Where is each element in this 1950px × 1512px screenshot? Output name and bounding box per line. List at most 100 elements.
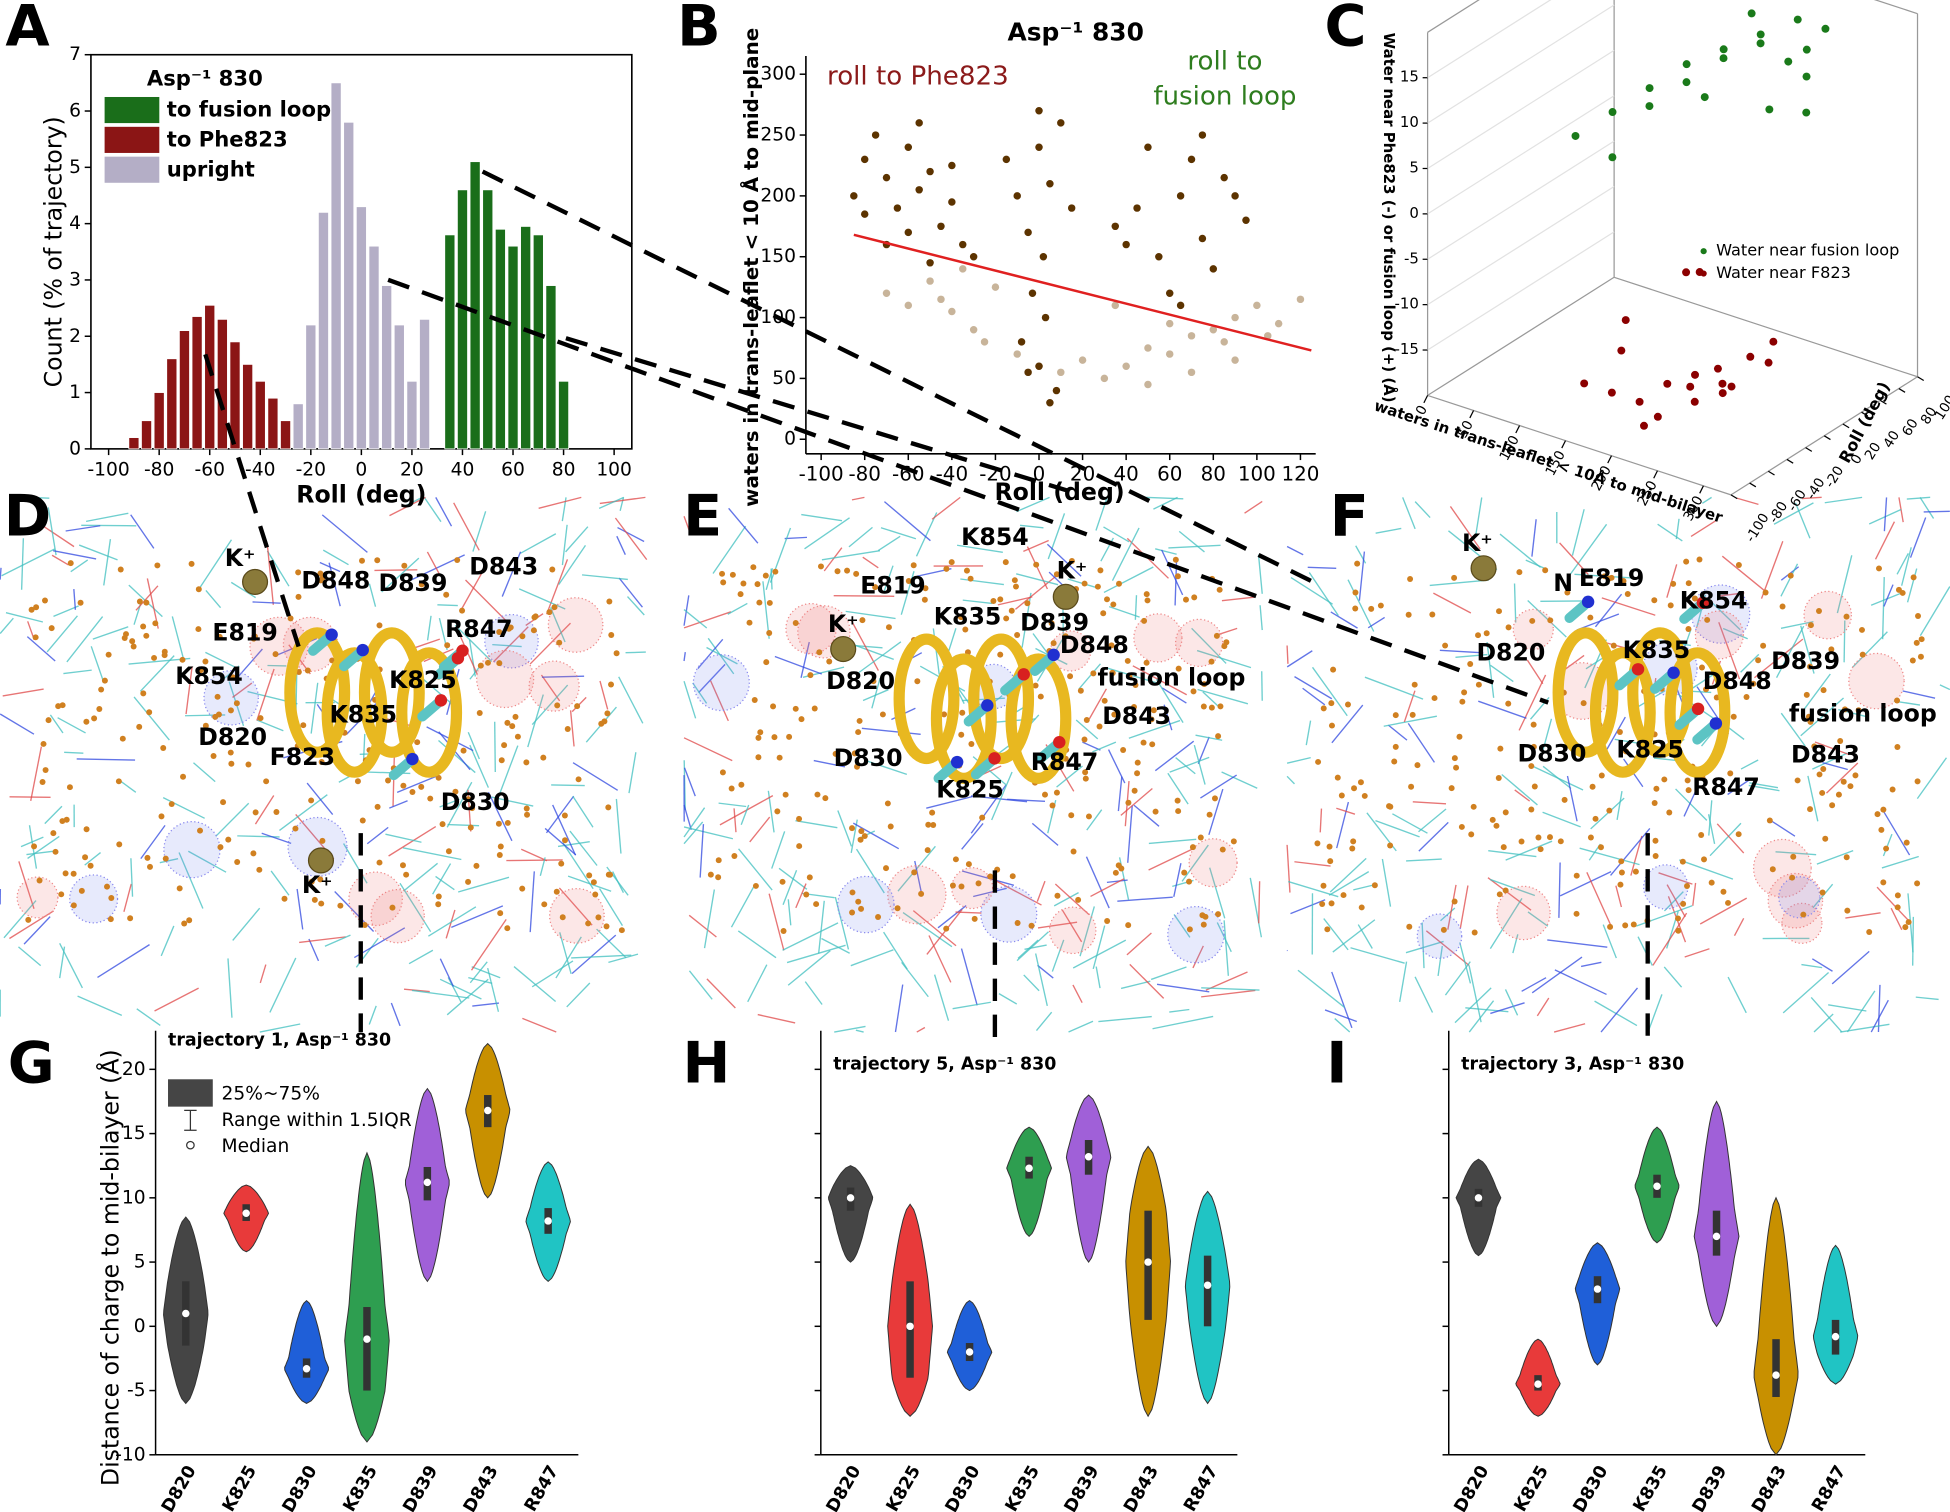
water: [1344, 701, 1351, 708]
water: [925, 821, 932, 828]
water: [1132, 682, 1139, 689]
lipid-stick: [598, 496, 625, 509]
lipid-stick: [1334, 1018, 1351, 1033]
lipid-stick: [1675, 788, 1708, 821]
legend-swatch: [104, 96, 160, 124]
water: [1530, 721, 1537, 728]
median: [846, 1194, 855, 1202]
lipid-stick: [1882, 809, 1911, 856]
water: [160, 745, 167, 751]
iqr-box: [363, 1307, 371, 1391]
x-tick-label: -100: [799, 462, 844, 485]
lipid-stick: [1223, 920, 1230, 976]
lipid-stick: [728, 507, 759, 544]
lipid-stick: [130, 858, 134, 897]
median: [1653, 1182, 1661, 1190]
lipid-stick: [27, 835, 60, 859]
water: [997, 596, 1004, 603]
water: [400, 782, 407, 789]
lipid-stick: [1579, 847, 1640, 866]
annotation: fusion loop: [1153, 81, 1296, 111]
lipid-stick: [1559, 542, 1589, 576]
water: [740, 580, 747, 587]
lipid-stick: [1161, 687, 1187, 704]
water: [1199, 912, 1206, 919]
water: [1392, 743, 1399, 750]
atom: [434, 694, 448, 707]
water: [501, 742, 508, 749]
median: [242, 1209, 250, 1217]
water: [757, 729, 764, 736]
water: [523, 805, 530, 812]
water: [608, 632, 615, 638]
x-tick: [1561, 440, 1567, 449]
bar: [128, 437, 140, 450]
lipid-stick: [833, 595, 895, 597]
x-axis-label: Roll (deg): [994, 478, 1124, 506]
median: [182, 1309, 190, 1318]
lipid-stick: [1553, 1023, 1586, 1033]
lipid-stick: [952, 1001, 991, 1010]
lipid-stick: [465, 579, 509, 623]
water: [811, 705, 818, 712]
water: [401, 562, 408, 569]
water: [849, 825, 856, 832]
water: [746, 619, 753, 626]
panel-label: F: [1330, 483, 1369, 549]
y-tick-label: 5: [69, 157, 81, 178]
water: [445, 848, 452, 855]
water: [1468, 831, 1475, 838]
lipid-stick: [84, 851, 101, 866]
lipid-stick: [310, 682, 319, 734]
water: [1442, 642, 1449, 649]
bar: [242, 364, 254, 450]
lipid-stick: [52, 550, 97, 560]
headgroup-surface: [1848, 652, 1905, 710]
lipid-stick: [877, 535, 901, 552]
lipid-stick: [468, 976, 493, 984]
lipid-stick: [1383, 715, 1438, 727]
water: [1217, 703, 1224, 710]
lipid-stick: [215, 802, 250, 837]
lipid-stick: [1068, 1020, 1094, 1033]
y-tick-label: 20: [1862, 440, 1885, 463]
water: [1537, 846, 1544, 853]
headgroup-surface: [1416, 913, 1463, 960]
water: [1131, 703, 1138, 710]
water: [195, 586, 202, 593]
lipid-stick: [1816, 850, 1854, 865]
lipid-stick: [1912, 916, 1915, 966]
lipid-stick: [1221, 771, 1258, 789]
water: [1859, 626, 1865, 633]
water: [558, 860, 565, 867]
lipid-stick: [997, 596, 1033, 606]
water: [817, 563, 824, 570]
point: [1793, 15, 1802, 24]
water: [70, 870, 77, 877]
water: [216, 633, 223, 640]
water: [1206, 811, 1213, 818]
lipid-stick: [1221, 596, 1255, 602]
water: [1120, 747, 1127, 753]
water: [1371, 882, 1378, 889]
water: [1651, 800, 1658, 807]
point: [1057, 368, 1065, 377]
lipid-stick: [1527, 911, 1549, 927]
water: [814, 791, 821, 798]
water: [1077, 687, 1084, 694]
lipid-stick: [439, 798, 460, 808]
connector: [481, 169, 1320, 587]
water: [227, 749, 234, 756]
water: [720, 579, 727, 586]
trend-line: [853, 233, 1312, 352]
water: [50, 830, 57, 837]
water: [146, 709, 153, 716]
x-tick-label: 0: [355, 460, 367, 481]
lipid-stick: [774, 655, 823, 675]
water: [32, 634, 39, 641]
water: [1148, 716, 1155, 723]
water: [1377, 602, 1384, 609]
lipid-stick: [53, 605, 79, 617]
point: [1111, 222, 1119, 231]
legend-title: Asp⁻¹ 830: [147, 66, 263, 91]
